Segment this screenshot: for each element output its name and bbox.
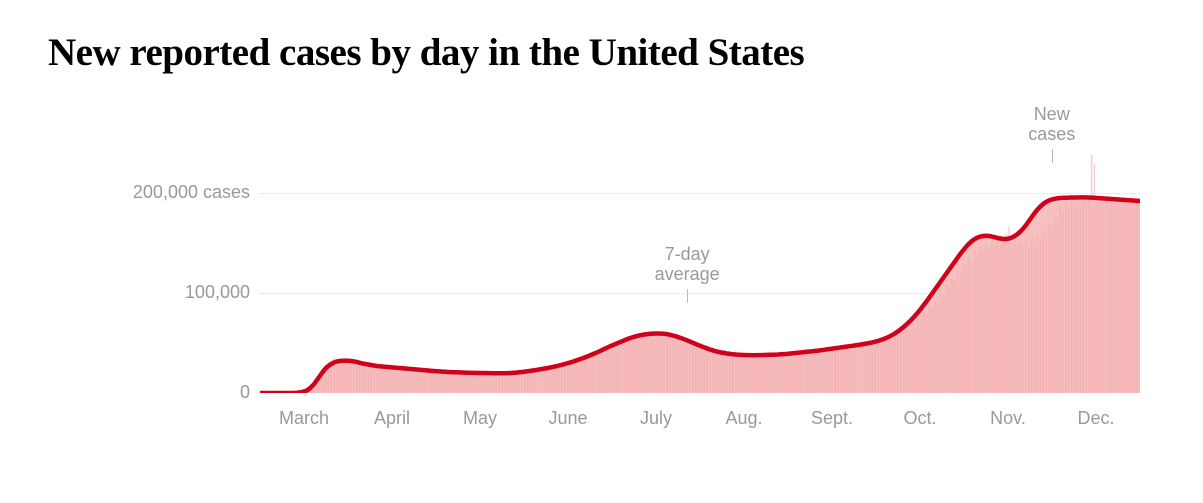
y-axis-label: 0 [60, 382, 250, 403]
chart-container: 0100,000200,000 cases MarchAprilMayJuneJ… [200, 143, 1140, 453]
annotation-newcases: Newcases [1002, 104, 1102, 145]
annotation-avg: 7-dayaverage [637, 244, 737, 285]
x-axis-label: Oct. [903, 408, 936, 429]
x-axis-label: Sept. [811, 408, 853, 429]
x-axis-label: Aug. [725, 408, 762, 429]
x-axis-label: April [374, 408, 410, 429]
area-fill [260, 197, 1140, 393]
x-axis-label: March [279, 408, 329, 429]
annotation-tick [1052, 149, 1053, 163]
x-axis-label: May [463, 408, 497, 429]
x-axis-label: Dec. [1077, 408, 1114, 429]
annotation-tick [687, 289, 688, 303]
x-axis-label: June [548, 408, 587, 429]
x-axis-label: July [640, 408, 672, 429]
x-axis-label: Nov. [990, 408, 1026, 429]
y-axis-label: 100,000 [60, 282, 250, 303]
y-axis-label: 200,000 cases [60, 182, 250, 203]
chart-title: New reported cases by day in the United … [0, 0, 1203, 75]
